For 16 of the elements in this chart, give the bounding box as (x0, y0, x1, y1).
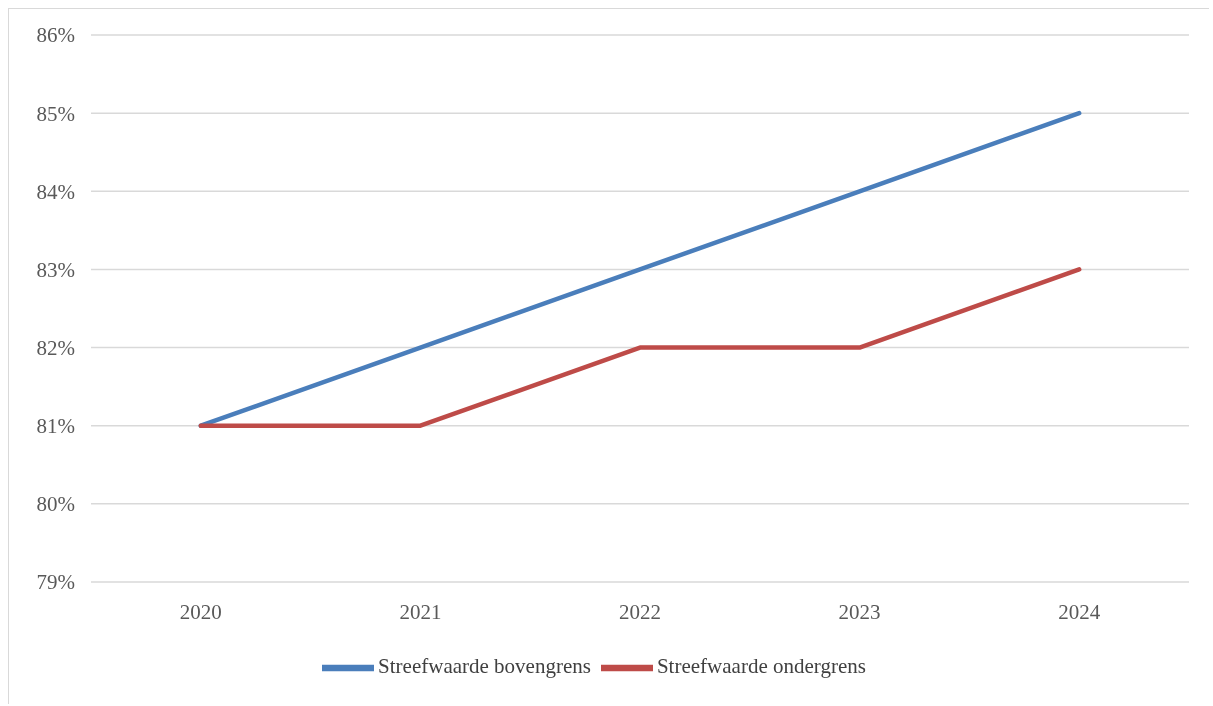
legend-label: Streefwaarde bovengrens (378, 653, 591, 678)
x-tick-label: 2023 (838, 599, 881, 624)
x-tick-label: 2021 (399, 599, 442, 624)
y-tick-label: 79% (36, 570, 75, 595)
y-tick-label: 80% (36, 492, 75, 517)
x-tick-label: 2022 (619, 599, 661, 624)
x-tick-label: 2020 (179, 599, 222, 624)
y-tick-label: 82% (36, 336, 75, 361)
y-tick-label: 86% (36, 23, 75, 48)
y-tick-label: 83% (36, 257, 75, 282)
y-tick-label: 85% (36, 101, 75, 126)
legend-label: Streefwaarde ondergrens (656, 653, 866, 678)
x-tick-label: 2024 (1058, 599, 1101, 624)
line-series (198, 110, 1082, 428)
y-tick-label: 84% (36, 179, 75, 204)
y-tick-label: 81% (36, 414, 75, 439)
